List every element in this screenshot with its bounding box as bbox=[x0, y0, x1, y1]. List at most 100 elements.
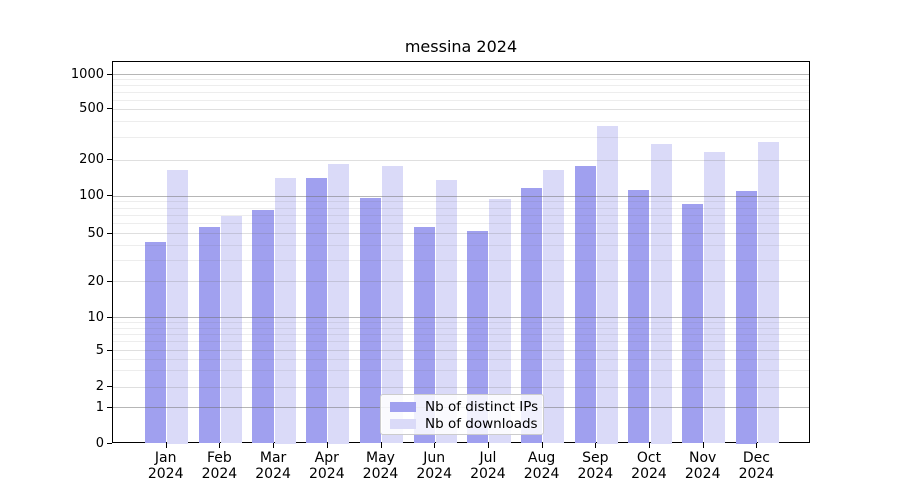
bar-downloads-jun bbox=[435, 179, 457, 444]
gridline-800 bbox=[113, 85, 809, 86]
gridline-5 bbox=[113, 350, 809, 351]
y-tick-2 bbox=[107, 386, 112, 387]
bar-downloads-jul bbox=[489, 199, 511, 444]
bar-distinct-ips-may bbox=[359, 197, 381, 444]
legend-label-distinct-ips: Nb of distinct IPs bbox=[425, 398, 539, 415]
x-tick-mar bbox=[273, 443, 275, 448]
bar-distinct-ips-apr bbox=[306, 177, 328, 444]
bar-downloads-mar bbox=[274, 178, 296, 444]
gridline-400 bbox=[113, 121, 809, 122]
bar-distinct-ips-jan bbox=[145, 242, 167, 444]
x-tick-jun bbox=[434, 443, 436, 448]
bar-downloads-may bbox=[382, 166, 404, 444]
y-tick-label-10: 10 bbox=[87, 310, 104, 325]
x-tick-label-apr: Apr 2024 bbox=[308, 450, 345, 482]
bar-distinct-ips-jun bbox=[413, 226, 435, 444]
plot-area bbox=[112, 61, 810, 444]
y-tick-10 bbox=[107, 317, 112, 318]
y-tick-label-1: 1 bbox=[95, 400, 104, 415]
gridline-2 bbox=[113, 387, 809, 388]
x-tick-label-oct: Oct 2024 bbox=[631, 450, 667, 482]
y-tick-50 bbox=[107, 233, 112, 234]
y-tick-0 bbox=[107, 443, 112, 444]
gridline-4 bbox=[113, 359, 809, 360]
legend-swatch-distinct-ips bbox=[390, 401, 416, 412]
y-tick-label-5: 5 bbox=[95, 343, 104, 358]
x-tick-label-jan: Jan 2024 bbox=[147, 450, 184, 482]
gridline-40 bbox=[113, 245, 809, 246]
y-tick-1000 bbox=[107, 74, 112, 75]
y-tick-label-500: 500 bbox=[79, 101, 104, 116]
y-tick-200 bbox=[107, 159, 112, 160]
x-tick-jan bbox=[165, 443, 167, 448]
x-tick-label-may: May 2024 bbox=[362, 450, 399, 482]
gridline-700 bbox=[113, 92, 809, 93]
gridline-8 bbox=[113, 328, 809, 329]
bar-distinct-ips-nov bbox=[682, 204, 704, 444]
y-tick-20 bbox=[107, 281, 112, 282]
y-tick-label-0: 0 bbox=[95, 436, 104, 451]
y-tick-label-20: 20 bbox=[87, 274, 104, 289]
x-tick-label-feb: Feb 2024 bbox=[201, 450, 238, 482]
x-tick-label-nov: Nov 2024 bbox=[684, 450, 721, 482]
bar-downloads-aug bbox=[543, 170, 565, 444]
bar-downloads-dec bbox=[757, 141, 780, 444]
y-tick-label-200: 200 bbox=[79, 152, 104, 167]
bar-distinct-ips-mar bbox=[252, 209, 274, 444]
x-tick-dec bbox=[756, 443, 758, 448]
bar-downloads-jan bbox=[167, 169, 189, 444]
bar-distinct-ips-feb bbox=[198, 226, 220, 444]
gridline-300 bbox=[113, 137, 809, 138]
y-tick-label-2: 2 bbox=[95, 379, 104, 394]
x-tick-oct bbox=[649, 443, 650, 448]
y-tick-label-50: 50 bbox=[87, 226, 104, 241]
legend: Nb of distinct IPs Nb of downloads bbox=[380, 394, 544, 435]
legend-item-downloads: Nb of downloads bbox=[381, 415, 543, 432]
gridline-30 bbox=[113, 260, 809, 261]
gridline-80 bbox=[113, 208, 809, 209]
x-tick-jul bbox=[487, 443, 489, 448]
gridline-7 bbox=[113, 334, 809, 335]
x-tick-may bbox=[380, 443, 382, 448]
gridline-1000 bbox=[113, 74, 809, 75]
x-tick-apr bbox=[326, 443, 328, 448]
x-tick-label-jun: Jun 2024 bbox=[416, 450, 452, 482]
gridline-6 bbox=[113, 341, 809, 342]
gridline-900 bbox=[113, 79, 809, 80]
gridline-20 bbox=[113, 281, 809, 282]
bar-downloads-apr bbox=[328, 163, 350, 444]
gridline-10 bbox=[113, 317, 809, 318]
y-tick-5 bbox=[107, 350, 112, 351]
legend-item-distinct-ips: Nb of distinct IPs bbox=[381, 398, 543, 415]
x-tick-label-sep: Sep 2024 bbox=[577, 450, 614, 482]
gridline-200 bbox=[113, 160, 809, 161]
bar-distinct-ips-oct bbox=[628, 189, 650, 444]
legend-label-downloads: Nb of downloads bbox=[425, 415, 538, 432]
bar-downloads-nov bbox=[704, 152, 726, 444]
gridline-500 bbox=[113, 109, 809, 110]
x-tick-sep bbox=[595, 443, 597, 448]
gridline-70 bbox=[113, 215, 809, 216]
x-tick-nov bbox=[702, 443, 704, 448]
gridline-50 bbox=[113, 233, 809, 234]
bar-downloads-oct bbox=[650, 144, 672, 444]
gridline-60 bbox=[113, 223, 809, 224]
x-tick-label-dec: Dec 2024 bbox=[738, 450, 775, 482]
x-tick-label-mar: Mar 2024 bbox=[255, 450, 291, 482]
y-tick-label-1000: 1000 bbox=[70, 67, 104, 82]
x-tick-aug bbox=[541, 443, 543, 448]
y-tick-label-100: 100 bbox=[79, 188, 104, 203]
gridline-9 bbox=[113, 322, 809, 323]
y-tick-1 bbox=[107, 407, 112, 408]
bar-distinct-ips-sep bbox=[574, 166, 596, 444]
x-tick-label-aug: Aug 2024 bbox=[523, 450, 560, 482]
x-tick-feb bbox=[219, 443, 221, 448]
bar-distinct-ips-aug bbox=[520, 188, 543, 444]
y-tick-500 bbox=[107, 108, 112, 109]
chart-title: messina 2024 bbox=[404, 37, 518, 56]
gridline-90 bbox=[113, 201, 809, 202]
gridline-100 bbox=[113, 196, 809, 197]
y-tick-100 bbox=[107, 195, 112, 196]
gridline-600 bbox=[113, 100, 809, 101]
